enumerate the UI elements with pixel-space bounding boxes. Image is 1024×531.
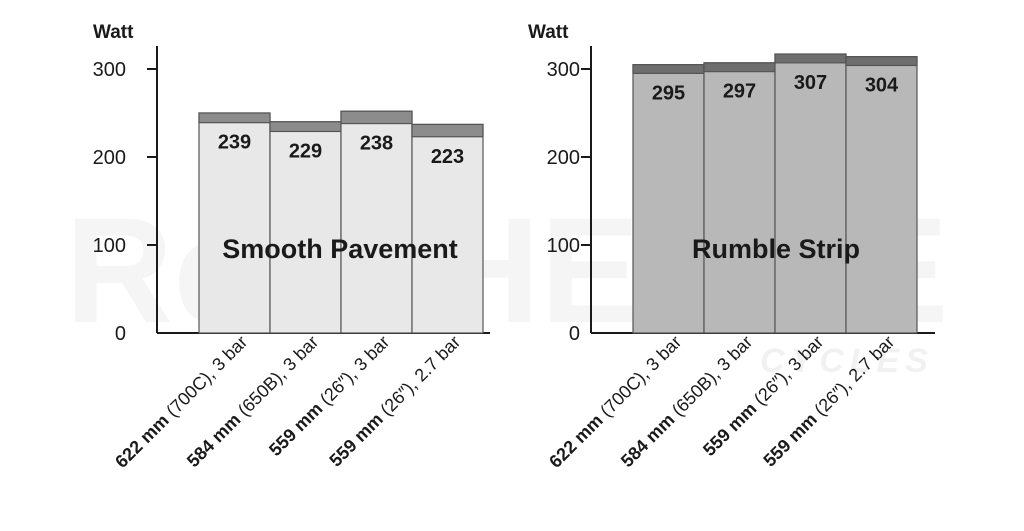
y-tick-label: 100 (93, 235, 126, 257)
x-tick-label: 584 mm (650B), 3 bar (617, 332, 756, 471)
chart-title: Rumble Strip (692, 234, 860, 264)
bar (845, 56, 918, 334)
y-axis-unit-label: Watt (93, 22, 134, 43)
bar-upper-segment (632, 63, 705, 74)
bar (774, 53, 847, 334)
x-tick-label: 559 mm (26″), 2.7 bar (325, 332, 464, 471)
x-tick-label-size: 559 mm (759, 409, 821, 471)
x-tick-label-size: 559 mm (325, 409, 387, 471)
bar-upper-segment (340, 110, 413, 125)
bar-value-label: 295 (652, 82, 685, 104)
bar-value-label: 304 (865, 74, 899, 96)
x-tick-label-size: 584 mm (617, 410, 679, 472)
bar-value-label: 223 (431, 146, 464, 168)
bar-upper-segment (774, 53, 847, 64)
bar-value-label: 307 (794, 72, 827, 94)
x-tick-label-size: 559 mm (699, 398, 761, 460)
y-tick-label: 200 (547, 147, 580, 169)
bar (411, 123, 484, 334)
y-axis-unit-label: Watt (528, 22, 569, 43)
y-tick-label: 300 (93, 59, 126, 81)
bar-value-label: 239 (218, 132, 251, 154)
x-tick-label: 622 mm (700C), 3 bar (111, 332, 251, 472)
x-tick-label: 584 mm (650B), 3 bar (183, 332, 322, 471)
bar (703, 62, 776, 334)
x-tick-label-size: 584 mm (183, 410, 245, 472)
bar (340, 110, 413, 334)
bar-upper-segment (198, 112, 271, 124)
x-tick-label: 622 mm (700C), 3 bar (545, 332, 685, 472)
bar (632, 63, 705, 334)
bar-value-label: 297 (723, 81, 756, 103)
y-tick-label: 200 (93, 147, 126, 169)
y-tick-label: 0 (569, 323, 580, 345)
y-tick-label: 100 (547, 235, 580, 257)
bar-upper-segment (703, 62, 776, 73)
x-tick-label: 559 mm (26″), 2.7 bar (759, 332, 898, 471)
x-tick-label: 559 mm (26″), 3 bar (265, 332, 393, 460)
x-tick-label-size: 622 mm (111, 410, 173, 472)
bar-upper-segment (845, 56, 918, 67)
y-tick-label: 0 (115, 323, 126, 345)
x-tick-label-size: 622 mm (545, 410, 607, 472)
y-tick-label: 300 (547, 59, 580, 81)
bar (198, 112, 271, 334)
x-tick-label: 559 mm (26″), 3 bar (699, 332, 827, 460)
chart-rumble-strip: Watt 0 100 200 300 295 622 mm (700C), 3 bar 297… (528, 22, 935, 472)
bar-value-label: 229 (289, 140, 322, 162)
bar-upper-segment (411, 123, 484, 138)
chart-smooth-pavement: Watt 0 100 200 300 239 622 mm (700C), 3 bar 229… (93, 22, 490, 472)
bar (269, 121, 342, 334)
bar-upper-segment (269, 121, 342, 133)
x-tick-label-size: 559 mm (265, 398, 327, 460)
chart-title: Smooth Pavement (222, 234, 458, 264)
bar-value-label: 238 (360, 133, 393, 155)
